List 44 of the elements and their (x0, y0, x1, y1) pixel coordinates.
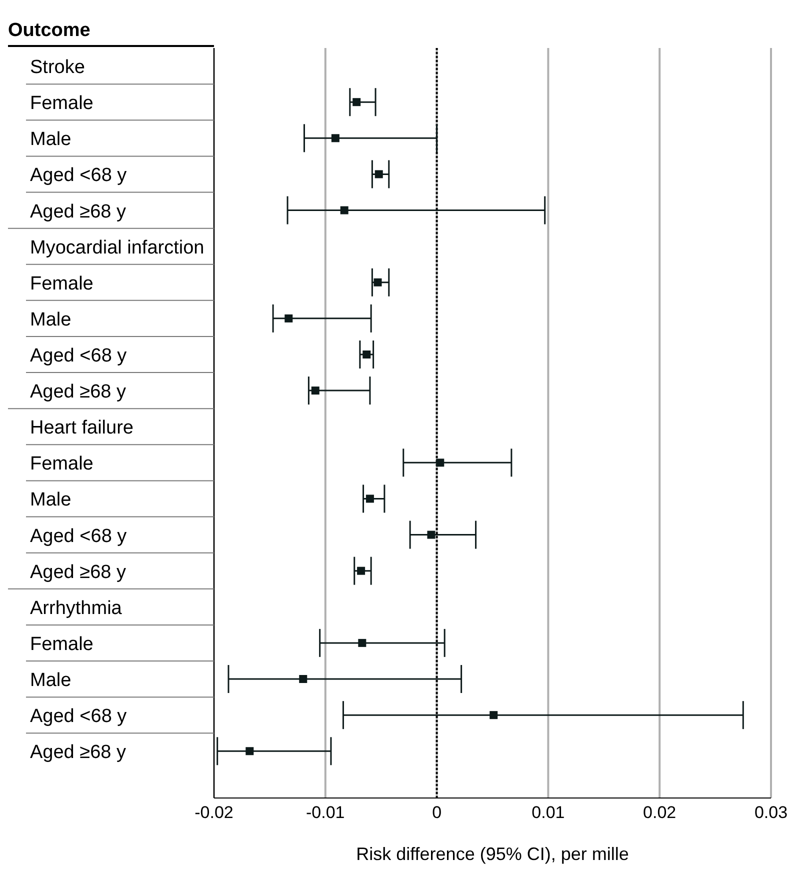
point (357, 566, 366, 575)
point (311, 386, 320, 395)
x-tick-label: 0 (432, 803, 442, 822)
point (246, 747, 254, 756)
x-tick-label: -0.01 (306, 803, 345, 822)
y-tick-label: Aged ≥68 y (30, 382, 126, 403)
x-tick-label: -0.02 (194, 803, 234, 822)
y-tick-label: Myocardial infarction (30, 237, 204, 258)
point (374, 278, 382, 286)
y-tick-label: Aged ≥68 y (30, 201, 126, 222)
y-tick-label: Male (30, 129, 72, 150)
y-tick-label: Female (30, 273, 94, 294)
point (362, 350, 371, 358)
y-tick-label: Female (30, 454, 94, 475)
y-tick-label: Aged <68 y (30, 706, 128, 728)
y-tick-label: Stroke (30, 57, 85, 78)
point (490, 711, 498, 720)
point (374, 170, 383, 178)
point (436, 458, 444, 467)
y-tick-label: Aged ≥68 y (30, 742, 126, 764)
x-tick-label: 0.03 (754, 803, 788, 822)
point (299, 675, 308, 684)
y-tick-label: Aged ≥68 y (30, 562, 126, 583)
y-tick-label: Female (30, 634, 94, 655)
point (366, 494, 374, 503)
y-tick-label: Male (30, 490, 72, 511)
y-tick-label: Female (30, 93, 94, 114)
point (352, 98, 361, 106)
y-tick-label: Heart failure (30, 418, 134, 439)
x-tick-label: 0.01 (532, 803, 565, 822)
y-axis-title: Outcome (8, 20, 214, 47)
x-tick-label: 0.02 (643, 803, 676, 822)
y-tick-label: Arrhythmia (30, 598, 122, 619)
y-tick-label: Male (30, 309, 72, 330)
point (284, 314, 293, 322)
x-axis-title: Risk difference (95% CI), per mille (356, 844, 629, 864)
point (358, 638, 366, 647)
point (340, 206, 348, 214)
point (331, 134, 340, 142)
y-tick-label: Aged <68 y (30, 345, 128, 366)
point (427, 530, 436, 539)
y-tick-label: Male (30, 670, 72, 692)
y-tick-label: Aged <68 y (30, 526, 128, 547)
y-tick-label: Aged <68 y (30, 165, 128, 186)
